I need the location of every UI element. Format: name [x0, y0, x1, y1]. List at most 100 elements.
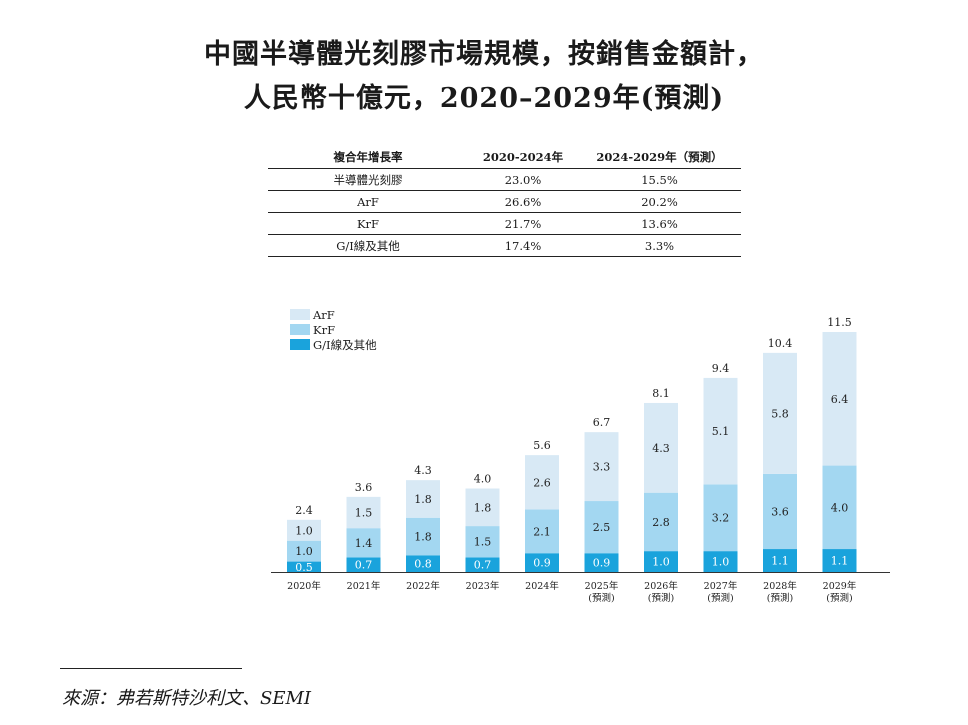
bar-total-label: 3.6 [355, 481, 373, 494]
bar-total-label: 2.4 [295, 504, 313, 517]
x-tick-note: (預測) [767, 592, 793, 604]
bar-segment [525, 455, 559, 510]
cagr-row-krf: KrF 21.7% 13.6% [268, 212, 741, 235]
bar-segment [287, 561, 321, 572]
cagr-row-total: 半導體光刻膠 23.0% 15.5% [268, 168, 741, 191]
bar-segment-label: 0.9 [533, 557, 551, 570]
chart-title-line-1: 中國半導體光刻膠市場規模，按銷售金額計， [204, 39, 764, 70]
bar-segment [287, 519, 321, 541]
bar-segment [644, 492, 678, 552]
bar-segment-label: 1.8 [414, 531, 432, 544]
bar-total-label: 8.1 [652, 387, 670, 400]
bar-segment-label: 3.6 [771, 505, 789, 518]
cagr-row-gi: G/I線及其他 17.4% 3.3% [268, 234, 741, 257]
bar-segment [406, 555, 440, 572]
bar-total-label: 5.6 [533, 439, 551, 452]
bar-segment-label: 5.1 [712, 425, 730, 438]
cagr-header-row: 複合年增長率 2020-2024年 2024-2029年（預測） [268, 146, 741, 169]
bar-segment [406, 480, 440, 518]
bar-segment [822, 549, 857, 572]
cagr-header-2020-2024: 2020-2024年 [468, 146, 578, 169]
bar-segment-label: 5.8 [771, 407, 789, 420]
x-tick-label: 2024年 [525, 580, 559, 592]
bar-segment [465, 488, 500, 527]
bar-segment [822, 332, 857, 466]
bar-segment [465, 526, 500, 558]
x-tick-label: 2020年 [287, 580, 321, 592]
bar-segment [763, 473, 797, 550]
x-tick-label: 2027年 [704, 580, 738, 592]
bar-segment [346, 557, 381, 572]
source-note: 來源：弗若斯特沙利文、SEMI [62, 688, 312, 709]
cagr-row-label: ArF [268, 190, 468, 213]
bar-segment-label: 0.7 [474, 559, 492, 572]
legend-swatch [290, 309, 310, 320]
cagr-value: 3.3% [578, 234, 741, 257]
bar-segment-label: 1.0 [295, 545, 313, 558]
bar-segment [822, 465, 857, 550]
x-tick-note: (預測) [588, 592, 614, 604]
bar-segment [584, 553, 619, 572]
bar-segment-label: 1.4 [355, 537, 373, 550]
bar-segment-label: 1.5 [474, 536, 492, 549]
cagr-row-arf: ArF 26.6% 20.2% [268, 190, 741, 213]
legend-label: G/I線及其他 [313, 338, 377, 352]
legend-label: KrF [313, 323, 335, 337]
bar-total-label: 10.4 [768, 337, 793, 350]
x-tick-label: 2029年 [823, 580, 857, 592]
bar-segment [406, 517, 440, 556]
bar-segment [346, 528, 381, 558]
cagr-value: 20.2% [578, 190, 741, 213]
bar-segment-label: 1.1 [771, 555, 789, 568]
cagr-value: 26.6% [468, 190, 578, 213]
bar-total-label: 6.7 [593, 416, 611, 429]
bar-segment [644, 551, 678, 572]
bar-segment [763, 549, 797, 572]
bar-segment-label: 1.0 [712, 556, 730, 569]
bar-segment [763, 352, 797, 474]
x-tick-label: 2025年 [585, 580, 619, 592]
bar-segment-label: 0.8 [414, 558, 432, 571]
x-tick-label: 2023年 [466, 580, 500, 592]
bar-segment-label: 4.3 [652, 442, 670, 455]
bar-segment-label: 1.8 [474, 501, 492, 514]
bar-segment-label: 1.0 [295, 524, 313, 537]
chart-title-line-2: 人民幣十億元，2020–2029年(預測) [243, 83, 725, 114]
x-tick-note: (預測) [707, 592, 733, 604]
bar-segment [346, 496, 381, 529]
bar-segment [465, 557, 500, 572]
bar-segment-label: 3.3 [593, 461, 611, 474]
legend-swatch [290, 339, 310, 350]
cagr-value: 13.6% [578, 212, 741, 235]
bar-segment-label: 1.8 [414, 493, 432, 506]
x-tick-label: 2021年 [347, 580, 381, 592]
bar-segment-label: 0.7 [355, 559, 373, 572]
legend-swatch [290, 324, 310, 335]
x-tick-label: 2026年 [644, 580, 678, 592]
bar-segment [525, 509, 559, 554]
cagr-value: 15.5% [578, 168, 741, 191]
source-divider [60, 668, 242, 669]
bar-total-label: 4.0 [474, 473, 492, 486]
x-tick-note: (預測) [648, 592, 674, 604]
cagr-value: 21.7% [468, 212, 578, 235]
bar-total-label: 11.5 [827, 316, 852, 329]
bar-total-label: 4.3 [414, 464, 432, 477]
bar-segment [703, 551, 738, 572]
bar-segment-label: 6.4 [831, 393, 849, 406]
bar-segment [287, 540, 321, 562]
cagr-row-label: 半導體光刻膠 [268, 168, 468, 191]
cagr-row-label: KrF [268, 212, 468, 235]
cagr-table: 複合年增長率 2020-2024年 2024-2029年（預測） 半導體光刻膠 … [268, 146, 741, 257]
bar-segment [584, 501, 619, 554]
legend-label: ArF [312, 308, 335, 322]
cagr-header-label: 複合年增長率 [268, 146, 468, 169]
bar-segment-label: 1.5 [355, 507, 373, 520]
bar-segment-label: 2.8 [652, 516, 670, 529]
bar-segment [644, 402, 678, 493]
x-tick-label: 2022年 [406, 580, 440, 592]
bar-segment [584, 432, 619, 502]
bar-segment [525, 553, 559, 572]
cagr-header-2024-2029: 2024-2029年（預測） [578, 146, 741, 169]
